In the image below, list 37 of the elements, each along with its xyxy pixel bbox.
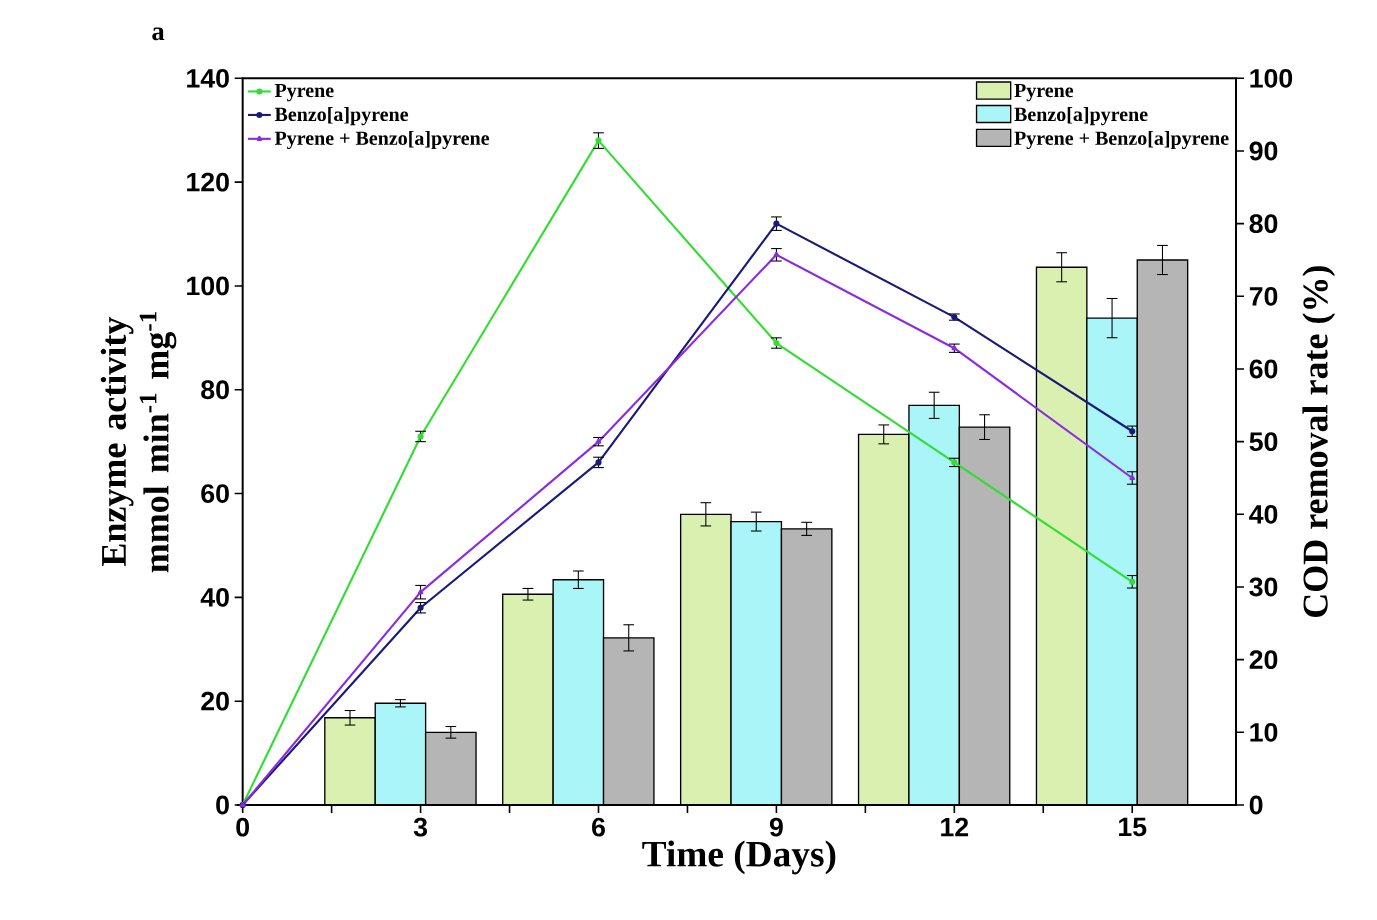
x-axis-title: Time (Days) <box>642 840 836 875</box>
y-tick-label: 120 <box>187 172 229 192</box>
point <box>773 220 780 227</box>
legend-label: Pyrene <box>1014 83 1074 102</box>
y-tick-label: 60 <box>201 484 229 503</box>
point <box>417 589 424 595</box>
legend-label: Pyrene + Benzo[a]pyrene <box>1014 130 1229 150</box>
y2-tick-label: 40 <box>1249 504 1278 524</box>
y2-tick-label: 80 <box>1249 214 1278 234</box>
legend-label: Benzo[a]pyrene <box>274 107 409 126</box>
y-tick-label: 40 <box>200 587 229 607</box>
x-tick-label: 15 <box>1119 817 1147 837</box>
legend-label: Pyrene <box>274 83 334 102</box>
legend-label: Benzo[a]pyrene <box>1014 107 1148 126</box>
legend-label: Pyrene + Benzo[a]pyrene <box>274 130 490 150</box>
point <box>595 137 602 144</box>
chart-title: a <box>152 27 165 41</box>
y2-axis-title: COD removal rate (%) <box>1302 266 1336 617</box>
y2-tick-label: 70 <box>1249 286 1278 306</box>
x-tick-label: 6 <box>592 817 605 837</box>
x-tick-label: 12 <box>941 817 969 837</box>
y-tick-label: 0 <box>216 795 229 815</box>
y2-tick-label: 20 <box>1249 650 1278 670</box>
y2-tick-label: 10 <box>1250 722 1278 742</box>
y2-tick-label: 50 <box>1249 432 1278 452</box>
x-tick-label: 3 <box>413 817 428 837</box>
y2-tick-label: 100 <box>1250 68 1293 88</box>
y2-tick-label: 0 <box>1249 795 1263 815</box>
y2-tick-label: 60 <box>1249 359 1278 379</box>
x-tick-label: 0 <box>236 817 249 837</box>
y-tick-label: 80 <box>201 380 229 400</box>
y2-tick-label: 90 <box>1249 141 1278 161</box>
y-tick-label: 140 <box>187 68 229 88</box>
y-tick-label: 100 <box>187 276 229 296</box>
x-tick-label: 9 <box>769 817 783 837</box>
y-tick-label: 20 <box>201 691 229 711</box>
y2-tick-label: 30 <box>1249 577 1278 597</box>
